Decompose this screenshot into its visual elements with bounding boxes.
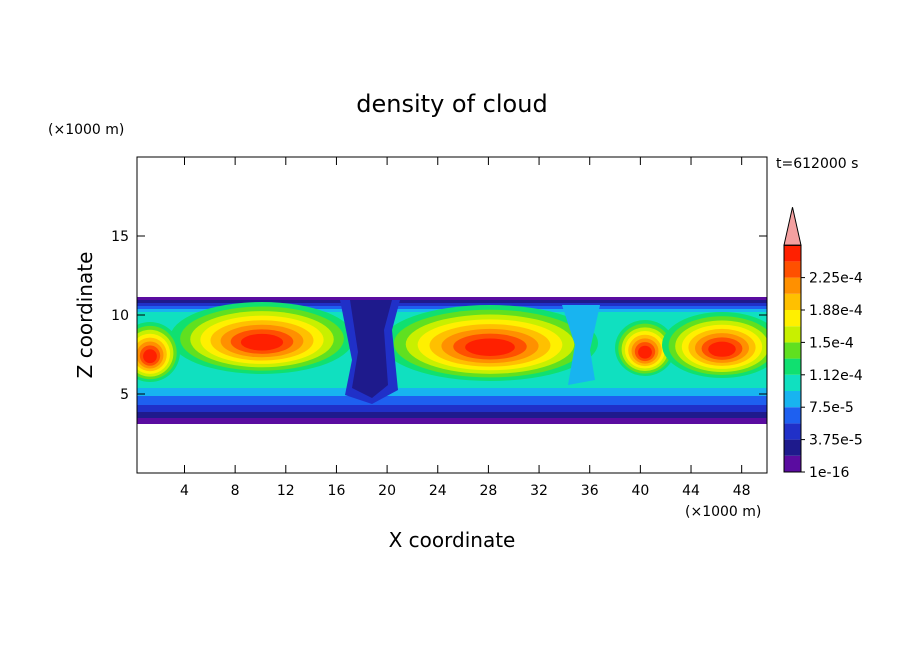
- colorbar-band: [784, 423, 801, 440]
- chart-title: density of cloud: [356, 90, 547, 118]
- colorbar-tick-label: 1e-16: [809, 465, 849, 481]
- y-tick-label: 10: [111, 308, 129, 324]
- x-tick-label: 12: [277, 483, 295, 499]
- contour-band: [465, 338, 515, 356]
- contour-field: [137, 297, 767, 424]
- x-tick-label: 20: [378, 483, 396, 499]
- x-tick-label: 36: [581, 483, 599, 499]
- contour-band: [708, 341, 736, 357]
- colorbar-tick-label: 3.75e-5: [809, 433, 863, 449]
- colorbar-tick-label: 1.5e-4: [809, 335, 854, 351]
- y-tick-label: 15: [111, 229, 129, 245]
- time-annotation: t=612000 s: [776, 156, 858, 172]
- x-tick-label: 40: [631, 483, 649, 499]
- colorbar-band: [784, 455, 801, 472]
- colorbar-band: [784, 293, 801, 310]
- contour-band: [638, 345, 652, 359]
- colorbar-band: [784, 407, 801, 424]
- y-axis-label: Z coordinate: [73, 252, 97, 379]
- colorbar-tick-label: 1.12e-4: [809, 368, 863, 384]
- y-tick-label: 5: [120, 387, 129, 403]
- colorbar-band: [784, 261, 801, 278]
- x-tick-label: 48: [733, 483, 751, 499]
- colorbar-frame: [783, 244, 802, 473]
- colorbar-band: [784, 439, 801, 456]
- colorbar-band: [784, 245, 801, 262]
- contour-band: [240, 333, 284, 351]
- colorbar-extend: [783, 207, 802, 246]
- contour-band: [143, 349, 157, 364]
- x-tick-label: 44: [682, 483, 700, 499]
- x-axis-label: X coordinate: [389, 528, 516, 552]
- colorbar: 1e-16 3.75e-5 7.5e-5 1.12e-4 1.5e-4 1.88e-4 2.…: [783, 207, 863, 481]
- contour-band: [562, 305, 600, 385]
- x-tick-label: 8: [231, 483, 240, 499]
- colorbar-tick-label: 7.5e-5: [809, 400, 854, 416]
- colorbar-band: [784, 326, 801, 343]
- colorbar-band: [784, 391, 801, 408]
- x-tick-label: 32: [530, 483, 548, 499]
- x-tick-label: 24: [429, 483, 447, 499]
- colorbar-tick-label: 2.25e-4: [809, 271, 863, 287]
- x-unit: (×1000 m): [685, 504, 761, 520]
- x-tick-label: 28: [479, 483, 497, 499]
- colorbar-band: [784, 342, 801, 359]
- x-tick-label: 4: [180, 483, 189, 499]
- colorbar-band: [784, 374, 801, 391]
- colorbar-band: [784, 277, 801, 294]
- colorbar-tick-label: 1.88e-4: [809, 303, 863, 319]
- colorbar-band: [784, 310, 801, 327]
- y-unit: (×1000 m): [48, 122, 124, 138]
- colorbar-band: [784, 358, 801, 375]
- x-tick-label: 16: [328, 483, 346, 499]
- contour-band: [350, 300, 392, 398]
